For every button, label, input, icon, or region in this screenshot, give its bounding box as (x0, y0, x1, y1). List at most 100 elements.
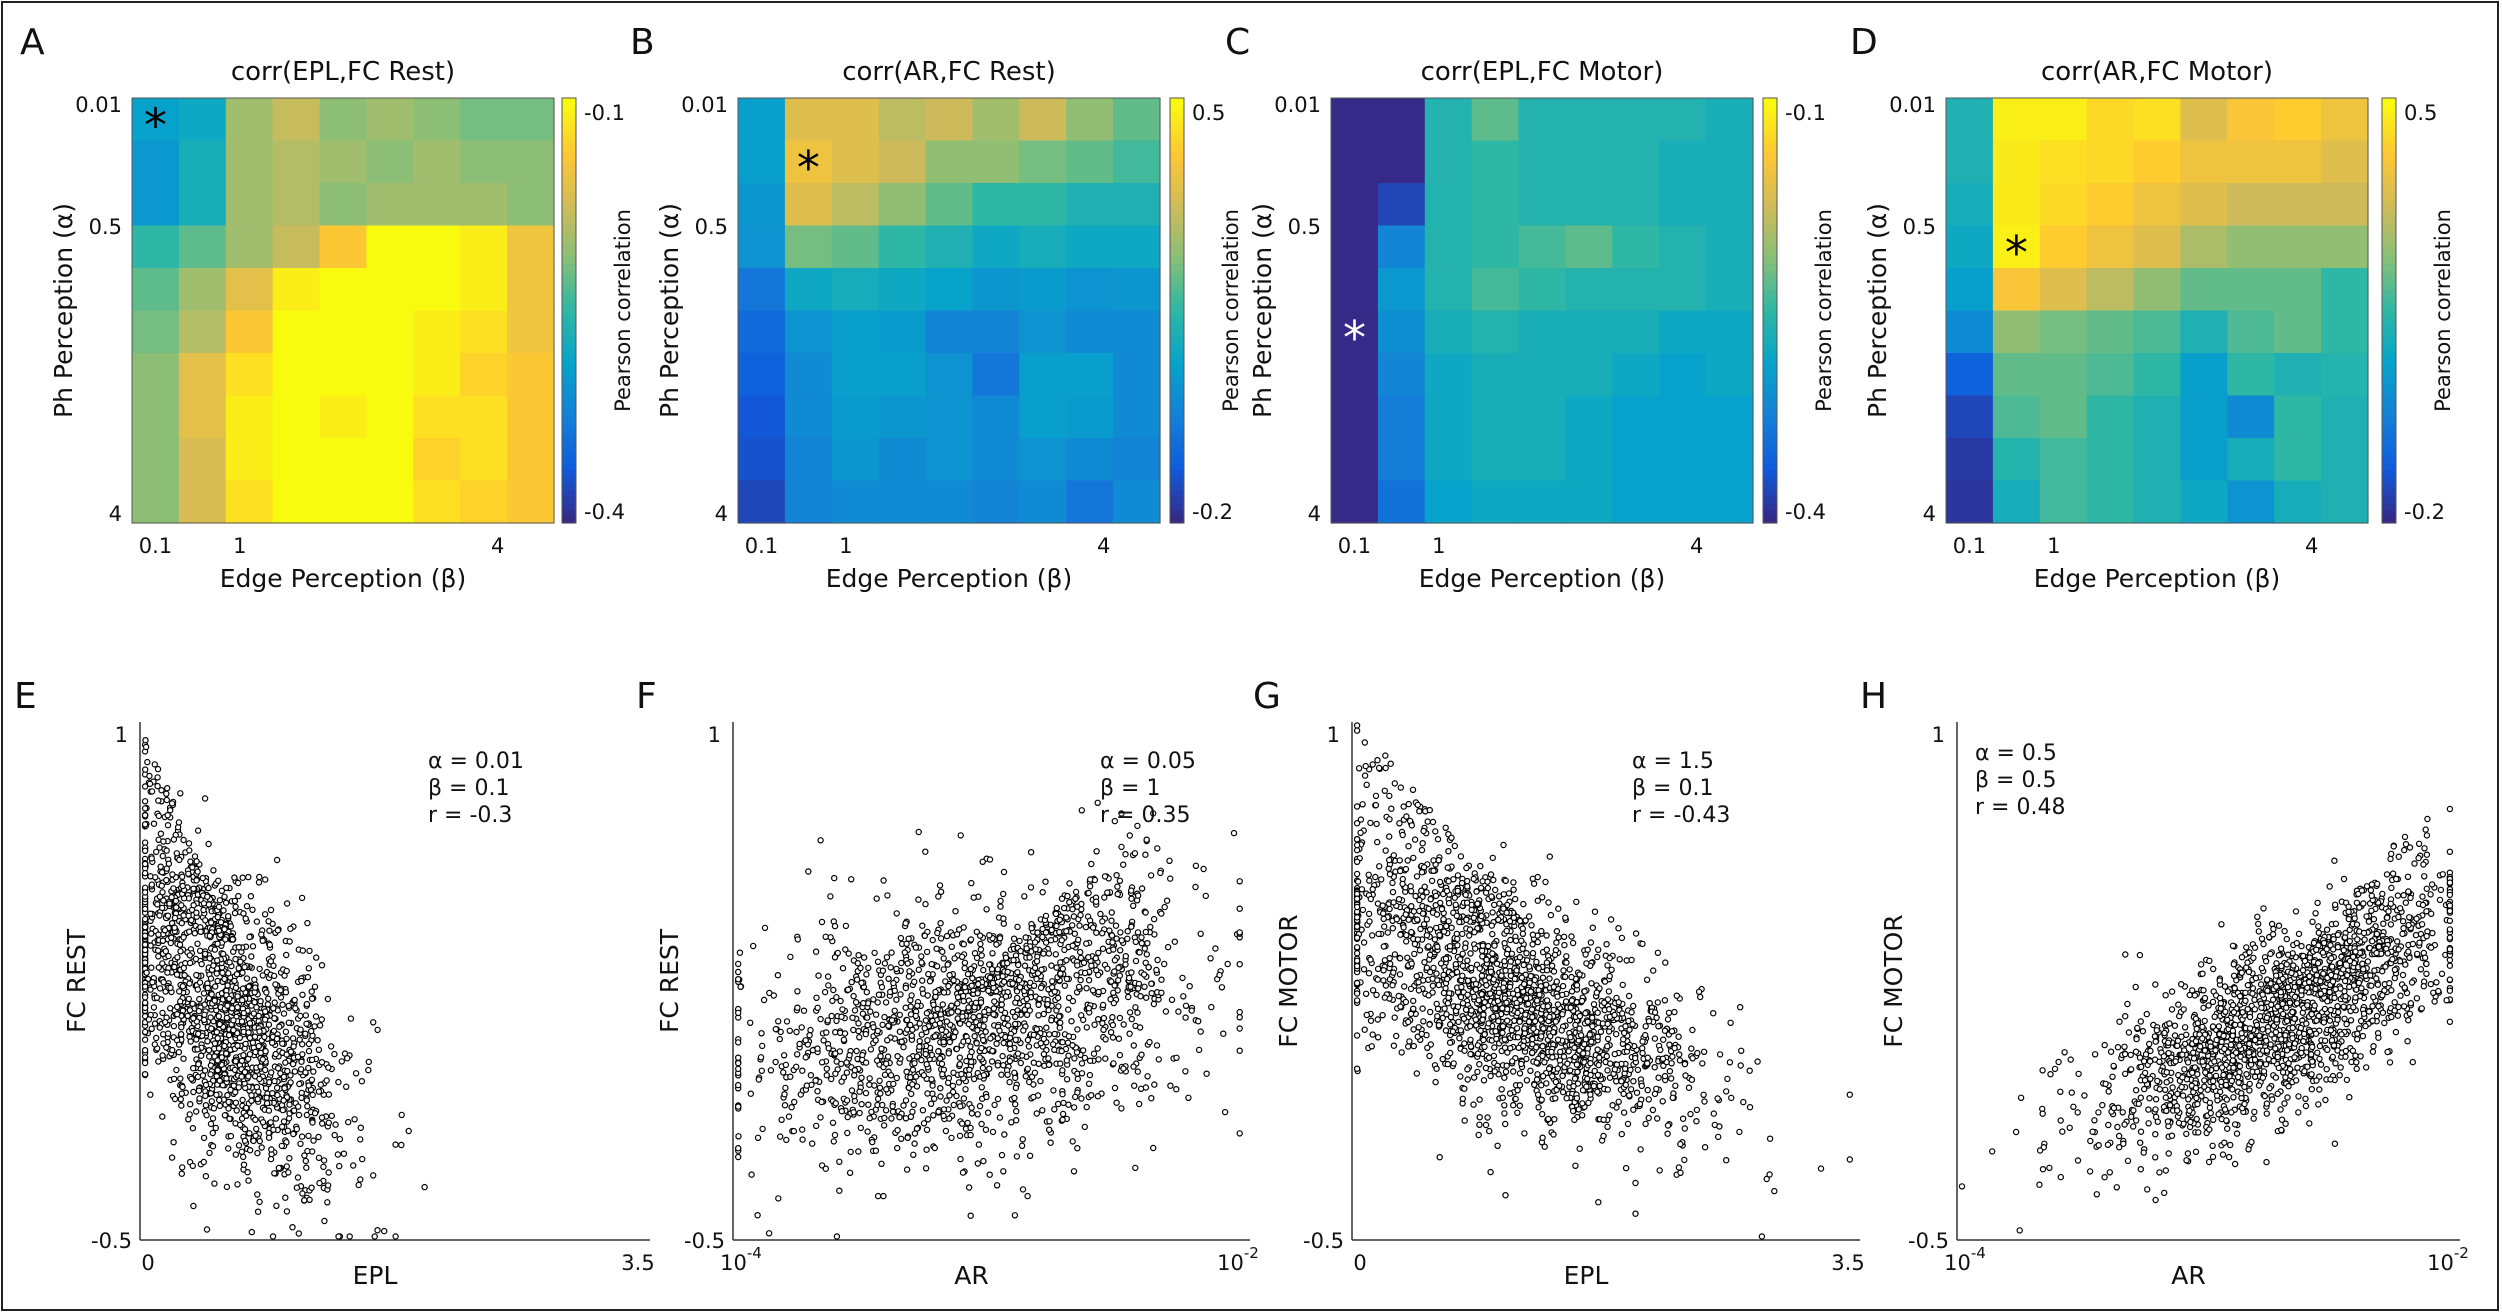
colorbar-segment (2382, 310, 2396, 318)
heatmap-cell (413, 480, 461, 524)
scatter-point (233, 971, 241, 978)
scatter-point (1099, 1020, 1106, 1027)
x-tick-label: 0.1 (1338, 534, 1371, 558)
scatter-point (352, 1070, 360, 1077)
scatter-point (1014, 923, 1021, 931)
colorbar-segment (1763, 509, 1777, 517)
scatter-point (1063, 1057, 1071, 1064)
scatter-point (976, 1102, 984, 1110)
scatter-point (1432, 902, 1439, 909)
scatter-point (304, 919, 311, 927)
y-axis-label: Ph Perception (α) (1863, 203, 1892, 418)
scatter-point (234, 1181, 241, 1188)
scatter-point (154, 774, 161, 781)
scatter-point (931, 1095, 938, 1102)
scatter-point (315, 1046, 323, 1054)
scatter-point (238, 1018, 246, 1025)
scatter-point (978, 1044, 985, 1052)
scatter-point (1069, 906, 1076, 913)
scatter-point (880, 877, 887, 884)
scatter-point (1125, 974, 1133, 982)
scatter-point (930, 1001, 937, 1009)
colorbar-segment (2382, 197, 2396, 205)
scatter-point (170, 1075, 178, 1083)
scatter-point (249, 943, 257, 950)
scatter-point (1026, 954, 1033, 961)
scatter-point (1501, 1110, 1508, 1117)
scatter-point (318, 1114, 326, 1121)
heatmap-cell (2227, 438, 2275, 482)
colorbar-segment (1763, 250, 1777, 258)
heatmap-cell (1565, 140, 1613, 184)
scatter-point (818, 918, 826, 926)
scatter-point (1058, 937, 1066, 944)
heatmap-cell (2133, 353, 2182, 397)
scatter-point (1128, 969, 1135, 976)
scatter-point (832, 1070, 839, 1077)
scatter-point (911, 1140, 918, 1147)
scatter-point (902, 1004, 909, 1011)
colorbar-segment (1763, 476, 1777, 484)
colorbar-segment (562, 516, 576, 524)
heatmap-cell (1066, 353, 1114, 397)
scatter-point (220, 907, 227, 914)
scatter-point (970, 1075, 978, 1083)
scatter-point (1138, 940, 1146, 947)
scatter-point (265, 1107, 273, 1114)
colorbar-segment (1170, 430, 1184, 438)
scatter-point (231, 909, 239, 917)
colorbar-segment (1170, 496, 1184, 504)
scatter-point (1615, 1098, 1622, 1106)
scatter-point (206, 955, 213, 962)
colorbar-label: Pearson correlation (2431, 209, 2455, 412)
scatter-point (269, 1089, 276, 1097)
heatmap-cell (1377, 98, 1426, 142)
scatter-point (943, 1097, 950, 1104)
scatter-point (1221, 1108, 1229, 1116)
scatter-point (1365, 910, 1373, 918)
scatter-point (1022, 1072, 1030, 1080)
scatter-point (295, 1230, 302, 1237)
heatmap-cell (366, 268, 414, 312)
scatter-point (141, 798, 149, 805)
scatter-point (273, 1035, 281, 1043)
scatter-point (1059, 1116, 1066, 1124)
scatter-point (1037, 984, 1045, 992)
scatter-point (1461, 1047, 1468, 1054)
scatter-point (856, 1109, 863, 1117)
heatmap-cell (1565, 480, 1613, 524)
scatter-point (225, 1105, 232, 1112)
colorbar-segment (2382, 363, 2396, 371)
colorbar-max-label: -0.1 (584, 101, 625, 125)
scatter-point (838, 1013, 845, 1020)
scatter-point (838, 1107, 846, 1115)
scatter-point (875, 991, 883, 998)
scatter-point (854, 960, 862, 967)
scatter-point (856, 1034, 863, 1041)
colorbar-segment (1170, 337, 1184, 345)
scatter-point (166, 807, 174, 814)
colorbar-segment (1763, 270, 1777, 278)
scatter-point (141, 983, 149, 990)
heatmap-cell (1946, 353, 1994, 397)
scatter-point (197, 928, 204, 936)
heatmap-cell (2039, 98, 2088, 142)
scatter-point (881, 1013, 888, 1021)
scatter-point (1109, 1021, 1117, 1029)
scatter-point (903, 1016, 911, 1024)
scatter-point (893, 996, 900, 1003)
scatter-point (1142, 928, 1150, 936)
scatter-point (141, 1054, 149, 1061)
heatmap-cell (831, 438, 880, 482)
scatter-point (1042, 929, 1050, 936)
scatter-point (230, 1026, 237, 1034)
heatmap-cell (225, 438, 274, 482)
stats-annotation: α = 0.01 (428, 749, 524, 774)
scatter-point (759, 1125, 766, 1133)
scatter-point (185, 928, 193, 935)
scatter-point (1134, 1009, 1141, 1016)
scatter-point (824, 1017, 832, 1024)
scatter-point (1360, 966, 1368, 973)
scatter-point (222, 1050, 230, 1057)
scatter-point (242, 1104, 250, 1112)
